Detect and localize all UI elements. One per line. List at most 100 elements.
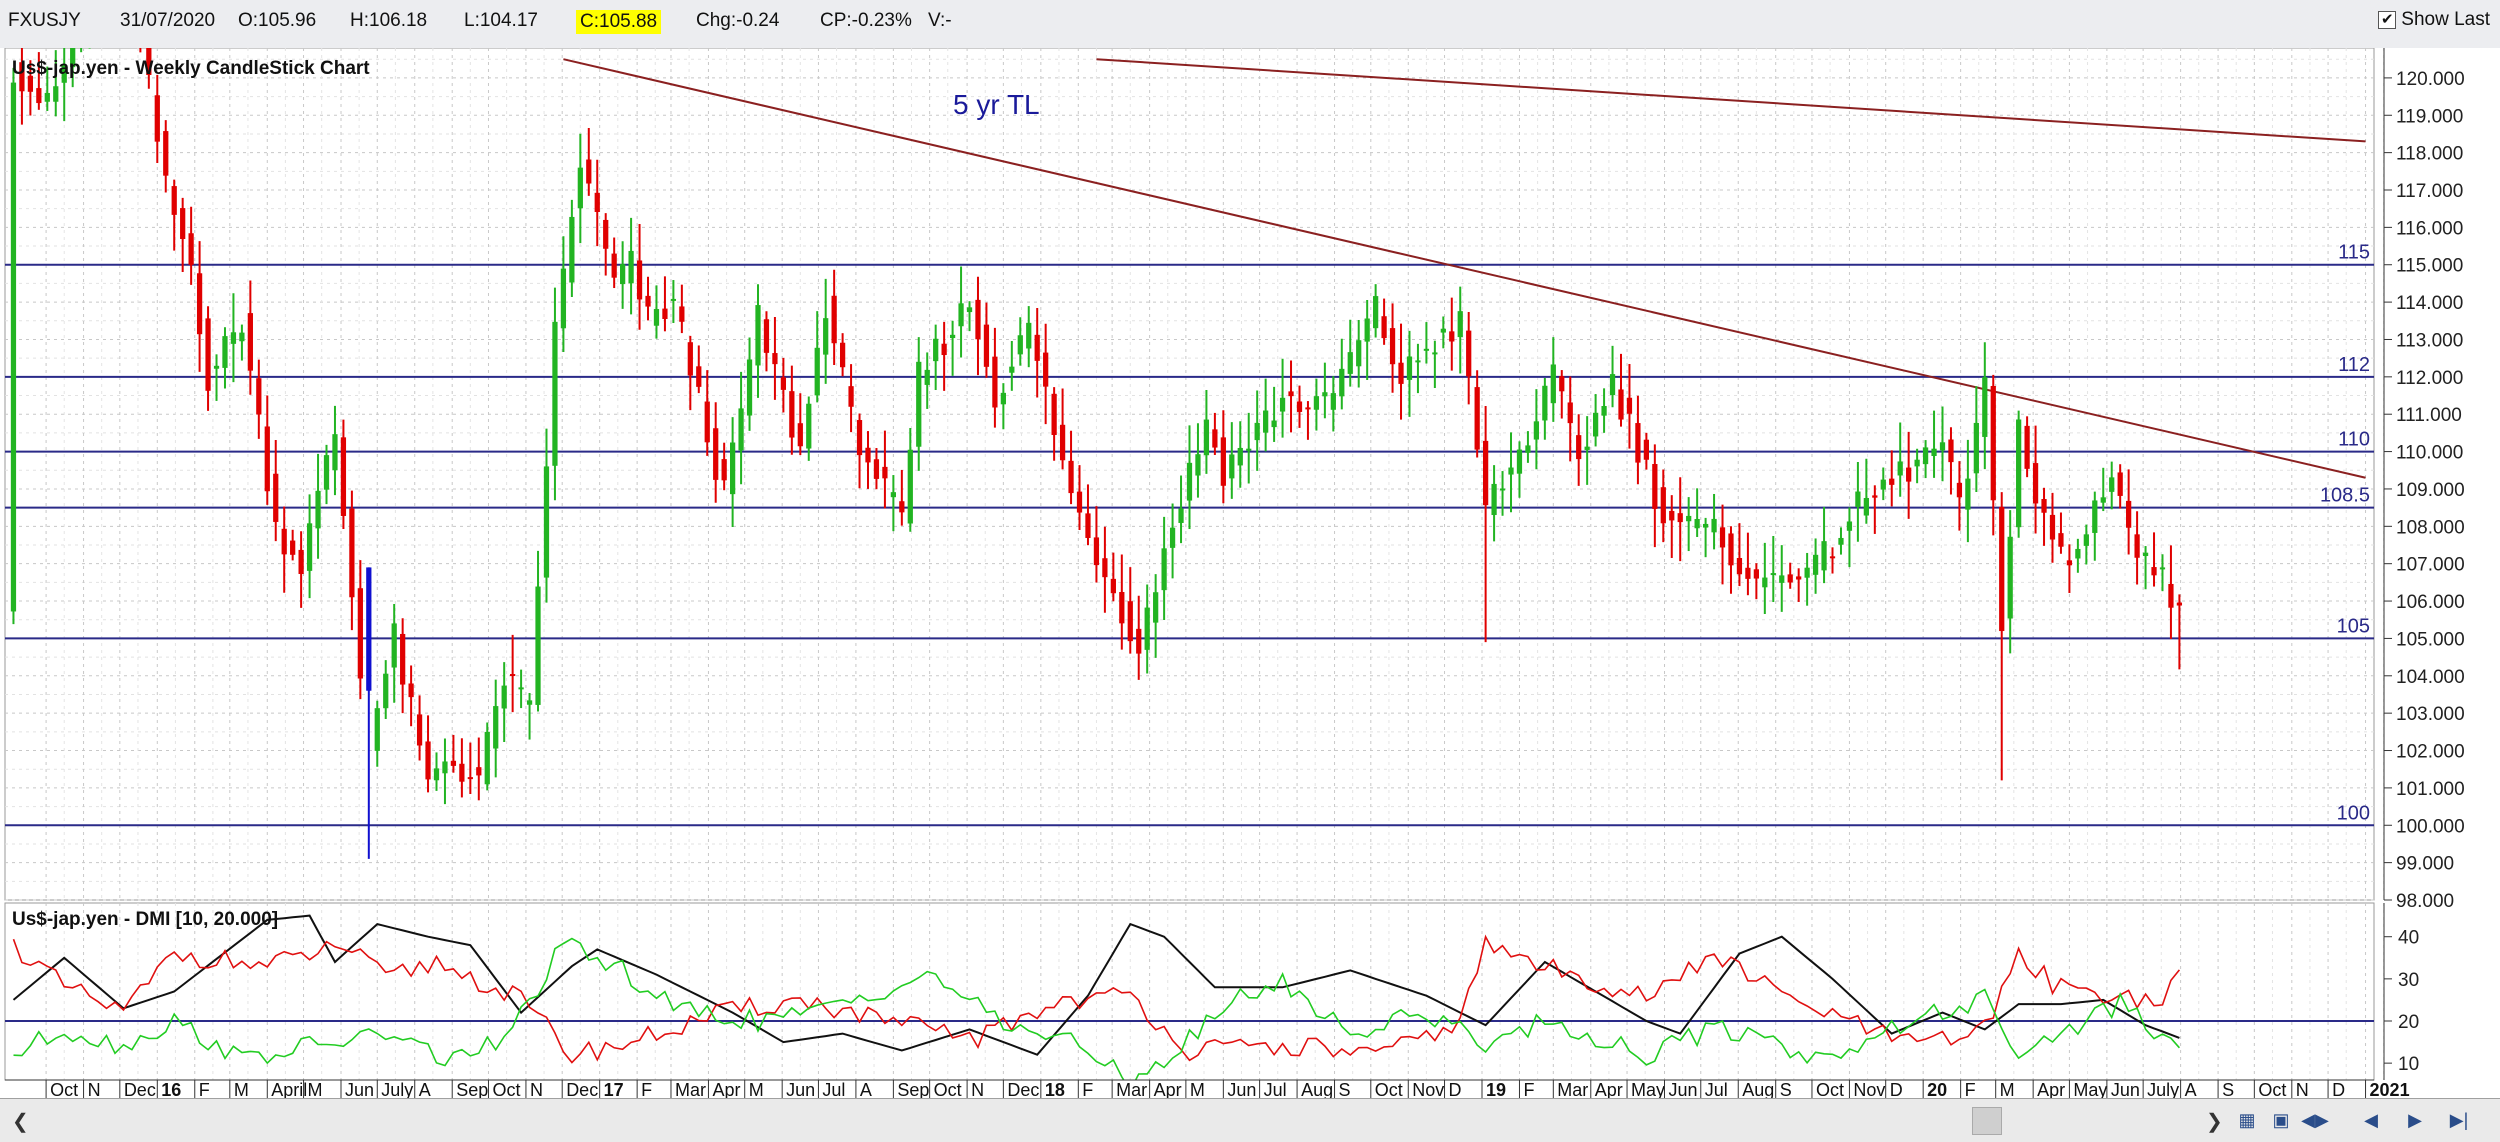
open-field: O:105.96 [238,10,317,31]
scroll-right-icon[interactable]: ❯ [2206,1111,2223,1133]
candle-body [535,586,541,705]
candle-body [1956,482,1963,498]
candle-body [1059,424,1066,461]
candle-body [1144,607,1150,650]
candle-body [230,332,237,344]
candle-body [848,386,854,407]
candle-body [2117,472,2123,496]
candle-body [763,319,770,353]
time-tick-label: Jun [345,1080,374,1098]
next-page-icon[interactable]: ▶ [2408,1110,2422,1130]
trend-line [1096,58,2366,143]
time-tick-label: Jun [1227,1080,1256,1098]
candle-body [1499,488,1506,491]
candle-body [2075,548,2081,559]
chart-canvas[interactable]: 115 112 110 108.5 105 100 Us$-jap.yen - Weekl… [0,48,2500,1098]
candle-body [146,48,152,75]
change-pct-field: CP:-0.23% [820,10,912,31]
price-tick-label: 108.000 [2396,517,2465,538]
candle-body [1694,518,1700,529]
candle-body [2100,497,2106,503]
candle-body [1601,406,1607,416]
candle-body [1812,554,1819,575]
time-tick-label: D [1890,1080,1903,1098]
candle-body [636,260,643,300]
candle-body [1542,385,1548,421]
candle-body [400,633,406,685]
candle-body [1922,447,1929,465]
adx-line [12,914,2180,1056]
candle-body [983,324,990,367]
checkbox-icon[interactable]: ✔ [2378,11,2397,29]
candle-body [1508,467,1514,475]
candle-body [966,307,973,313]
candle-body [213,365,220,369]
candle-body [1330,393,1336,410]
scrollbar-thumb[interactable] [1972,1107,2002,1135]
candle-body [1711,518,1717,533]
price-panel[interactable]: 115 112 110 108.5 105 100 Us$-jap.yen - Weekl… [4,48,2385,901]
time-tick-label: Aug [1301,1080,1333,1098]
candle-body [1466,330,1472,377]
candle-body [1110,578,1116,594]
time-tick-label: M [2000,1080,2015,1098]
level-label: 110 [2338,429,2370,451]
price-tick-label: 101.000 [2396,779,2465,800]
candle-body [1914,459,1920,467]
candle-body [1652,464,1658,509]
candle-body [290,540,296,555]
candle-body [433,768,440,781]
dmi-panel[interactable]: Us$-jap.yen - DMI [10, 20.000] [4,902,2385,1091]
candle-body [2126,500,2132,528]
candle-body [1973,422,1979,474]
zoom-in-icon[interactable]: ▦ [2238,1110,2256,1130]
candle-body [772,353,778,365]
price-tick-label: 105.000 [2396,629,2465,650]
candle-body [2049,514,2056,540]
last-page-icon[interactable]: ▶| [2449,1110,2469,1130]
candle-body [1076,491,1083,513]
candle-body [1559,376,1565,392]
show-last-toggle[interactable]: ✔ Show Last [2378,9,2490,31]
candle-body [1364,318,1370,342]
candle-body [526,700,533,705]
candle-body [1203,419,1210,456]
candle-body [1254,422,1260,441]
candle-body [586,159,592,184]
candle-body [831,295,837,344]
candle-body [2016,419,2022,528]
candle-body [662,308,668,319]
candle-body [679,306,685,322]
first-page-icon[interactable]: ◀▶ [2301,1110,2329,1130]
price-tick-label: 98.000 [2396,891,2454,912]
prev-page-icon[interactable]: ◀ [2364,1110,2378,1130]
trend-lines [563,58,2366,479]
price-tick-label: 103.000 [2396,704,2465,725]
candle-body [1965,478,1971,510]
candle-body [1432,352,1438,355]
trend-line [563,58,2366,479]
candle-body [1821,541,1827,571]
candle-body [1068,460,1074,494]
time-tick-label: 2021 [2370,1080,2410,1098]
candle-body [704,401,710,443]
time-tick-label: 19 [1486,1080,1506,1098]
candle-body [2168,583,2174,608]
time-tick-label: A [419,1080,431,1098]
time-tick-label: F [1523,1080,1534,1098]
candle-body [1389,328,1396,365]
time-tick-label: July [2147,1080,2179,1098]
candle-body [2142,552,2149,557]
candle-body [171,186,177,215]
candle-body [298,549,304,574]
price-tick-label: 117.000 [2396,181,2463,202]
zoom-out-icon[interactable]: ▣ [2272,1110,2290,1130]
scroll-left-icon[interactable]: ❮ [12,1111,29,1133]
candle-body [1009,366,1015,373]
candle-body [1584,446,1590,450]
show-last-label: Show Last [2401,9,2490,30]
time-tick-label: N [88,1080,101,1098]
price-tick-label: 113.000 [2396,330,2463,351]
horizontal-scrollbar[interactable]: ❮ ❯ ▦ ▣ ◀▶ ◀ ▶ ▶| [0,1098,2500,1142]
price-tick-label: 116.000 [2396,218,2463,239]
